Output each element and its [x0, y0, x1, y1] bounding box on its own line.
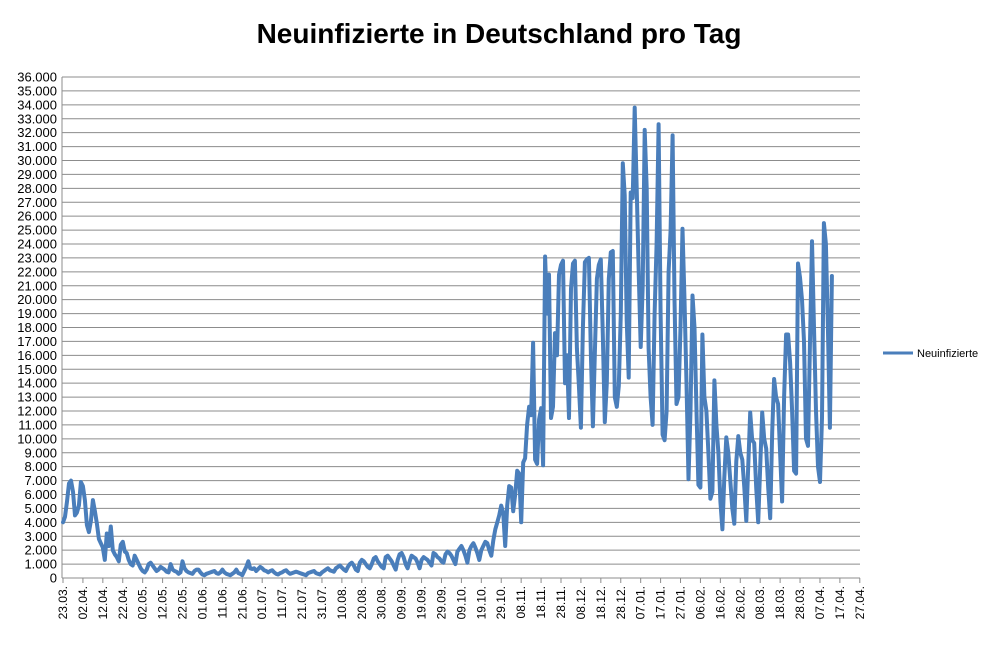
axes [61, 77, 861, 583]
x-tick-label: 30.08. [375, 586, 389, 619]
y-tick-label: 16.000 [17, 348, 57, 363]
x-tick-label: 09.09. [395, 586, 409, 619]
y-tick-label: 5.000 [24, 501, 57, 516]
y-tick-label: 1.000 [24, 557, 57, 572]
x-tick-label: 17.01. [654, 586, 668, 619]
x-tick-label: 06.02. [693, 586, 707, 619]
y-tick-label: 15.000 [17, 362, 57, 377]
x-tick-label: 01.06. [195, 586, 209, 619]
x-tick-label: 17.04. [833, 586, 847, 619]
legend: Neuinfizierte [883, 348, 978, 360]
y-tick-label: 27.000 [17, 195, 57, 210]
y-tick-label: 23.000 [17, 250, 57, 265]
y-tick-label: 32.000 [17, 125, 57, 140]
y-tick-label: 30.000 [17, 153, 57, 168]
y-tick-label: 17.000 [17, 334, 57, 349]
x-tick-label: 08.03. [753, 586, 767, 619]
x-tick-label: 08.12. [574, 586, 588, 619]
x-tick-label: 20.08. [355, 586, 369, 619]
y-tick-label: 7.000 [24, 473, 57, 488]
x-tick-label: 09.10. [454, 586, 468, 619]
x-tick-label: 22.05. [176, 586, 190, 619]
x-tick-label: 07.01. [634, 586, 648, 619]
x-tick-label: 29.09. [434, 586, 448, 619]
x-tick-label: 18.11. [534, 586, 548, 618]
x-tick-label: 23.03. [56, 586, 70, 619]
y-tick-label: 26.000 [17, 209, 57, 224]
x-tick-label: 21.07. [295, 586, 309, 619]
x-tick-label: 12.04. [96, 586, 110, 619]
y-tick-label: 25.000 [17, 223, 57, 238]
y-tick-label: 0 [50, 571, 57, 586]
x-tick-label: 19.09. [415, 586, 429, 619]
y-tick-label: 18.000 [17, 320, 57, 335]
x-tick-label: 10.08. [335, 586, 349, 619]
y-tick-label: 3.000 [24, 529, 57, 544]
y-tick-label: 14.000 [17, 376, 57, 391]
y-tick-label: 29.000 [17, 167, 57, 182]
y-tick-label: 20.000 [17, 292, 57, 307]
y-tick-label: 34.000 [17, 97, 57, 112]
y-tick-label: 13.000 [17, 390, 57, 405]
x-tick-label: 26.02. [733, 586, 747, 619]
x-tick-label: 19.10. [474, 586, 488, 619]
grid-lines [62, 76, 860, 565]
x-tick-label: 18.12. [594, 586, 608, 619]
y-tick-label: 10.000 [17, 431, 57, 446]
y-tick-label: 2.000 [24, 543, 57, 558]
series-line-neuinfizierte [61, 105, 834, 578]
x-tick-label: 27.01. [674, 586, 688, 619]
y-tick-labels: 01.0002.0003.0004.0005.0006.0007.0008.00… [17, 70, 57, 586]
y-tick-label: 9.000 [24, 445, 57, 460]
x-tick-label: 07.04. [813, 586, 827, 619]
y-tick-label: 22.000 [17, 264, 57, 279]
x-tick-label: 01.07. [255, 586, 269, 619]
y-tick-label: 6.000 [24, 487, 57, 502]
y-tick-label: 28.000 [17, 181, 57, 196]
x-tick-label: 08.11. [514, 586, 528, 618]
x-tick-label: 29.10. [494, 586, 508, 619]
y-tick-label: 21.000 [17, 278, 57, 293]
y-tick-label: 12.000 [17, 404, 57, 419]
x-tick-label: 02.04. [76, 586, 90, 619]
y-tick-label: 4.000 [24, 515, 57, 530]
y-tick-label: 36.000 [17, 70, 57, 85]
y-tick-label: 35.000 [17, 83, 57, 98]
x-tick-label: 27.04. [853, 586, 867, 619]
y-tick-label: 24.000 [17, 237, 57, 252]
y-tick-label: 31.000 [17, 139, 57, 154]
x-tick-label: 12.05. [156, 586, 170, 619]
x-tick-label: 31.07. [315, 586, 329, 619]
x-tick-label: 18.03. [773, 586, 787, 619]
y-tick-label: 33.000 [17, 111, 57, 126]
series-lines [61, 105, 834, 578]
x-tick-label: 28.11. [554, 586, 568, 618]
x-tick-label: 11.06. [215, 586, 229, 618]
x-tick-label: 21.06. [235, 586, 249, 619]
y-tick-label: 8.000 [24, 459, 57, 474]
x-tick-label: 28.03. [793, 586, 807, 619]
legend-label: Neuinfizierte [917, 348, 978, 360]
x-tick-label: 16.02. [713, 586, 727, 619]
x-tick-label: 28.12. [614, 586, 628, 619]
chart-title: Neuinfizierte in Deutschland pro Tag [256, 18, 742, 49]
y-tick-label: 11.000 [18, 417, 57, 432]
x-tick-label: 22.04. [116, 586, 130, 619]
x-tick-label: 11.07. [275, 586, 289, 618]
x-tick-labels: 23.03. 02.04. 12.04. 22.04. 02.05. 12.05. 22.0… [56, 586, 867, 619]
x-tick-label: 02.05. [136, 586, 150, 619]
y-tick-label: 19.000 [17, 306, 57, 321]
